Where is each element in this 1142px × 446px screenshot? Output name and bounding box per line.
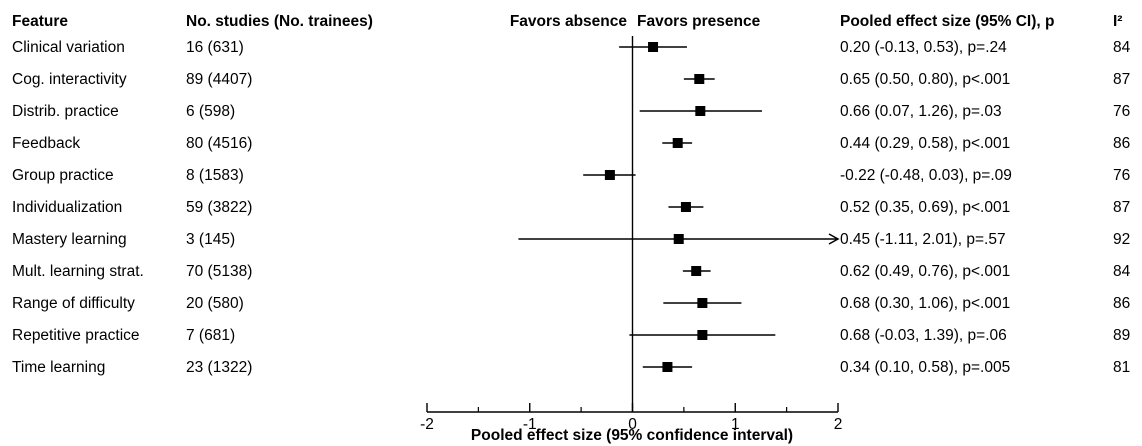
feature-label: Individualization (12, 199, 122, 216)
i2-value: 87 (1113, 199, 1130, 216)
ci-arrow (828, 233, 840, 245)
point-estimate (673, 234, 684, 244)
studies-count: 89 (4407) (186, 71, 252, 88)
i2-value: 76 (1113, 103, 1130, 120)
feature-label: Distrib. practice (12, 103, 119, 120)
studies-count: 16 (631) (186, 39, 244, 56)
point-estimate (680, 202, 691, 212)
header-studies: No. studies (No. trainees) (186, 13, 373, 30)
feature-label: Mult. learning strat. (12, 263, 144, 280)
i2-value: 81 (1113, 359, 1130, 376)
header-favors-absence: Favors absence (510, 13, 628, 30)
point-estimate (604, 170, 615, 180)
feature-label: Range of difficulty (12, 295, 135, 312)
point-estimate (694, 74, 705, 84)
point-estimate (648, 42, 659, 52)
table-row: Time learning 23 (1322) 0.34 (0.10, 0.58),… (12, 359, 1130, 376)
i2-value: 86 (1113, 295, 1130, 312)
feature-label: Clinical variation (12, 39, 125, 56)
pooled-effect-text: 0.52 (0.35, 0.69), p<.001 (840, 199, 1010, 216)
point-estimate (695, 106, 706, 116)
i2-value: 84 (1113, 263, 1131, 280)
pooled-effect-text: 0.66 (0.07, 1.26), p=.03 (840, 103, 1002, 120)
pooled-effect-text: -0.22 (-0.48, 0.03), p=.09 (840, 167, 1012, 184)
table-row: Mastery learning 3 (145) 0.45 (-1.11, 2.01… (12, 231, 1130, 248)
header-pooled-effect: Pooled effect size (95% CI), p (840, 13, 1054, 30)
table-row: Range of difficulty 20 (580) 0.68 (0.30, 1… (12, 295, 1130, 312)
feature-label: Group practice (12, 167, 114, 184)
table-row: Repetitive practice 7 (681) 0.68 (-0.03, 1… (12, 327, 1130, 344)
feature-label: Mastery learning (12, 231, 127, 248)
studies-count: 7 (681) (186, 327, 235, 344)
table-row: Clinical variation 16 (631) 0.20 (-0.13, 0… (12, 39, 1131, 56)
studies-count: 20 (580) (186, 295, 244, 312)
studies-count: 23 (1322) (186, 359, 252, 376)
table-row: Distrib. practice 6 (598) 0.66 (0.07, 1.26… (12, 103, 1130, 120)
studies-count: 3 (145) (186, 231, 235, 248)
x-tick-label: 1 (731, 416, 740, 433)
pooled-effect-text: 0.68 (-0.03, 1.39), p=.06 (840, 327, 1007, 344)
header-row: Feature No. studies (No. trainees) Favor… (12, 13, 1122, 30)
x-tick-label: -1 (523, 416, 537, 433)
feature-label: Time learning (12, 359, 105, 376)
x-tick-label: -2 (420, 416, 434, 433)
plot-area (518, 36, 840, 412)
pooled-effect-text: 0.45 (-1.11, 2.01), p=.57 (840, 231, 1006, 248)
x-tick-label: 0 (628, 416, 637, 433)
studies-count: 6 (598) (186, 103, 235, 120)
i2-value: 92 (1113, 231, 1130, 248)
feature-label: Feedback (12, 135, 80, 152)
i2-value: 89 (1113, 327, 1130, 344)
header-feature: Feature (12, 13, 68, 30)
studies-count: 8 (1583) (186, 167, 244, 184)
point-estimate (662, 362, 673, 372)
header-favors-presence: Favors presence (637, 13, 761, 30)
table-rows: Clinical variation 16 (631) 0.20 (-0.13, 0… (12, 39, 1131, 376)
studies-count: 70 (5138) (186, 263, 252, 280)
i2-value: 76 (1113, 167, 1130, 184)
i2-value: 84 (1113, 39, 1131, 56)
studies-count: 80 (4516) (186, 135, 252, 152)
pooled-effect-text: 0.20 (-0.13, 0.53), p=.24 (840, 39, 1007, 56)
x-tick-label: 2 (834, 416, 843, 433)
i2-value: 86 (1113, 135, 1130, 152)
studies-count: 59 (3822) (186, 199, 252, 216)
point-estimate (697, 298, 708, 308)
table-row: Cog. interactivity 89 (4407) 0.65 (0.50, 0… (12, 71, 1130, 88)
pooled-effect-text: 0.68 (0.30, 1.06), p<.001 (840, 295, 1010, 312)
pooled-effect-text: 0.62 (0.49, 0.76), p<.001 (840, 263, 1010, 280)
pooled-effect-text: 0.34 (0.10, 0.58), p=.005 (840, 359, 1010, 376)
x-axis: Pooled effect size (95% confidence inter… (420, 403, 842, 444)
point-estimate (697, 330, 708, 340)
feature-label: Cog. interactivity (12, 71, 127, 88)
table-row: Feedback 80 (4516) 0.44 (0.29, 0.58), p<.0… (12, 135, 1130, 152)
pooled-effect-text: 0.65 (0.50, 0.80), p<.001 (840, 71, 1010, 88)
x-axis-label: Pooled effect size (95% confidence inter… (471, 427, 793, 444)
point-estimate (672, 138, 683, 148)
table-row: Individualization 59 (3822) 0.52 (0.35, 0.… (12, 199, 1130, 216)
i2-value: 87 (1113, 71, 1130, 88)
pooled-effect-text: 0.44 (0.29, 0.58), p<.001 (840, 135, 1010, 152)
point-estimate (691, 266, 702, 276)
table-row: Group practice 8 (1583) -0.22 (-0.48, 0.03… (12, 167, 1130, 184)
header-i2: I² (1113, 13, 1122, 30)
feature-label: Repetitive practice (12, 327, 140, 344)
table-row: Mult. learning strat. 70 (5138) 0.62 (0.49… (12, 263, 1131, 280)
